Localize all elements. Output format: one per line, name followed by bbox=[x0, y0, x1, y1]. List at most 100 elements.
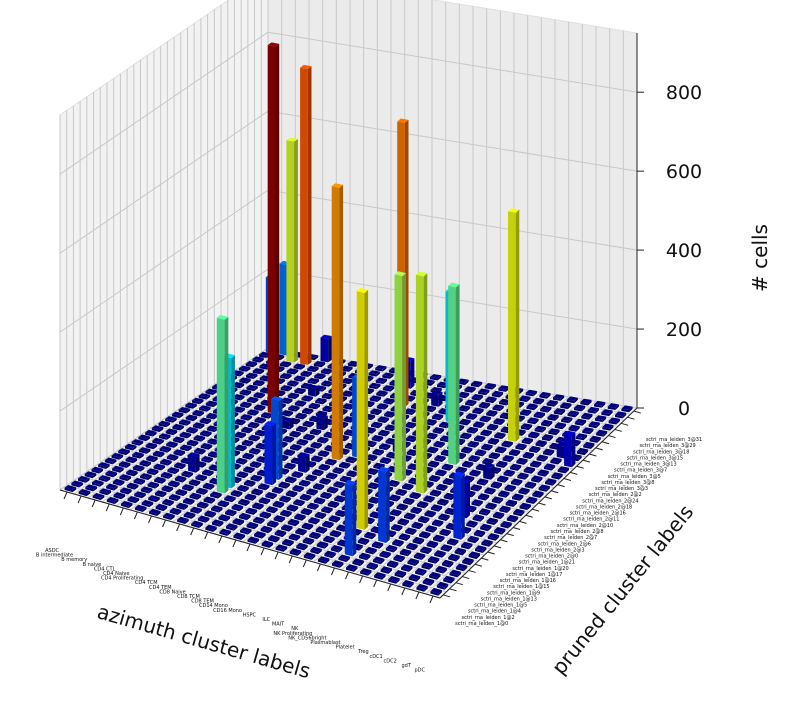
bar-front-face bbox=[211, 508, 219, 513]
bar-top-face bbox=[303, 552, 316, 558]
bar-side-face bbox=[500, 513, 505, 520]
bar-top-face bbox=[99, 488, 111, 494]
bar-side-face bbox=[202, 462, 207, 468]
bar-side-face bbox=[289, 411, 293, 417]
bar-side-face bbox=[251, 468, 255, 474]
floor-cell bbox=[152, 450, 165, 458]
bar-top-face bbox=[394, 271, 406, 277]
y-tick bbox=[544, 496, 552, 500]
y-tick bbox=[608, 435, 616, 439]
bar-top-face bbox=[158, 420, 170, 426]
bar-front-face bbox=[251, 491, 260, 496]
bar-front-face bbox=[266, 509, 274, 514]
bar-side-face bbox=[577, 440, 581, 447]
bar-top-face bbox=[439, 421, 451, 427]
bar-side-face bbox=[238, 492, 243, 498]
bar-top-face bbox=[239, 512, 251, 518]
bar-top-face bbox=[426, 432, 438, 438]
bar-side-face bbox=[417, 493, 421, 500]
bar-side-face bbox=[466, 406, 470, 412]
bar-top-face bbox=[300, 508, 313, 514]
floor-cell bbox=[468, 551, 480, 560]
bar-side-face bbox=[278, 398, 283, 480]
x-floor-gridline bbox=[411, 403, 611, 591]
bar-top-face bbox=[395, 488, 407, 494]
floor-cell bbox=[162, 498, 174, 507]
bar-top-face bbox=[182, 497, 195, 503]
bar-side-face bbox=[494, 519, 498, 526]
floor-cell bbox=[315, 526, 328, 534]
bar-side-face bbox=[269, 542, 274, 548]
bar-front-face bbox=[203, 499, 212, 504]
floor-cell bbox=[467, 535, 479, 544]
bar-top-face bbox=[416, 501, 429, 507]
floor-cell bbox=[462, 460, 474, 468]
bar-front-face bbox=[389, 497, 397, 502]
bar-front-face bbox=[141, 502, 150, 508]
bar-top-face bbox=[523, 466, 535, 472]
bar-side-face bbox=[433, 434, 438, 440]
bar-side-face bbox=[198, 508, 202, 514]
bar-top-face bbox=[275, 544, 288, 550]
bar-front-face bbox=[411, 525, 420, 530]
bar-top-face bbox=[279, 495, 291, 501]
bar-top-face bbox=[239, 389, 252, 394]
bar-front-face bbox=[291, 474, 300, 479]
bar-front-face bbox=[161, 488, 170, 493]
bar-side-face bbox=[358, 530, 362, 536]
bar-front-face bbox=[339, 478, 348, 483]
bar-top-face bbox=[510, 478, 523, 484]
bar-top-face bbox=[112, 478, 125, 484]
bar-front-face bbox=[345, 459, 354, 464]
floor-cell bbox=[521, 437, 533, 445]
bar-side-face bbox=[232, 511, 237, 517]
bar-side-face bbox=[142, 493, 146, 499]
data-bar bbox=[356, 287, 369, 530]
bar-side-face bbox=[501, 433, 506, 440]
floor-cell bbox=[309, 428, 322, 436]
floor-cell bbox=[140, 486, 153, 494]
bar-side-face bbox=[288, 386, 292, 392]
bar-side-face bbox=[247, 403, 252, 409]
floor-cell bbox=[435, 469, 447, 477]
bar-top-face bbox=[368, 496, 380, 502]
bar-top-face bbox=[461, 541, 473, 548]
bar-side-face bbox=[408, 566, 413, 572]
bar-top-face bbox=[148, 495, 160, 500]
floor-cell bbox=[179, 419, 191, 426]
bar-top-face bbox=[464, 386, 476, 391]
bar-top-face bbox=[271, 396, 283, 401]
bar-side-face bbox=[183, 491, 188, 497]
bar-front-face bbox=[376, 406, 385, 410]
bar-front-face bbox=[495, 449, 503, 454]
floor-cell bbox=[377, 416, 389, 424]
bar-front-face bbox=[427, 463, 436, 468]
bar-top-face bbox=[288, 405, 300, 410]
bar-top-face bbox=[428, 475, 441, 480]
x-tick-label: CD4 CTL bbox=[94, 566, 116, 572]
bar-side-face bbox=[374, 469, 379, 476]
floor-cell bbox=[248, 434, 260, 442]
bar-front-face bbox=[186, 442, 195, 447]
floor-cell bbox=[134, 491, 146, 499]
bar-front-face bbox=[621, 408, 629, 413]
bar-side-face bbox=[421, 554, 426, 560]
bar-top-face bbox=[145, 429, 157, 435]
floor-cell bbox=[429, 489, 442, 497]
bar-top-face bbox=[205, 400, 218, 405]
floor-cell bbox=[319, 477, 331, 485]
bar-front-face bbox=[175, 491, 184, 497]
bar-front-face bbox=[436, 487, 444, 491]
bar-front-face bbox=[566, 399, 575, 404]
bar-top-face bbox=[498, 385, 510, 390]
floor-cell bbox=[402, 580, 414, 588]
bar-front-face bbox=[467, 539, 476, 544]
bar-front-face bbox=[475, 467, 484, 471]
bar-side-face bbox=[147, 462, 151, 467]
floor-cell bbox=[485, 396, 497, 404]
floor-cell bbox=[332, 467, 344, 475]
bar-top-face bbox=[471, 499, 483, 505]
bar-side-face bbox=[326, 465, 330, 471]
bar-front-face bbox=[534, 429, 543, 433]
bar-front-face bbox=[159, 448, 168, 453]
